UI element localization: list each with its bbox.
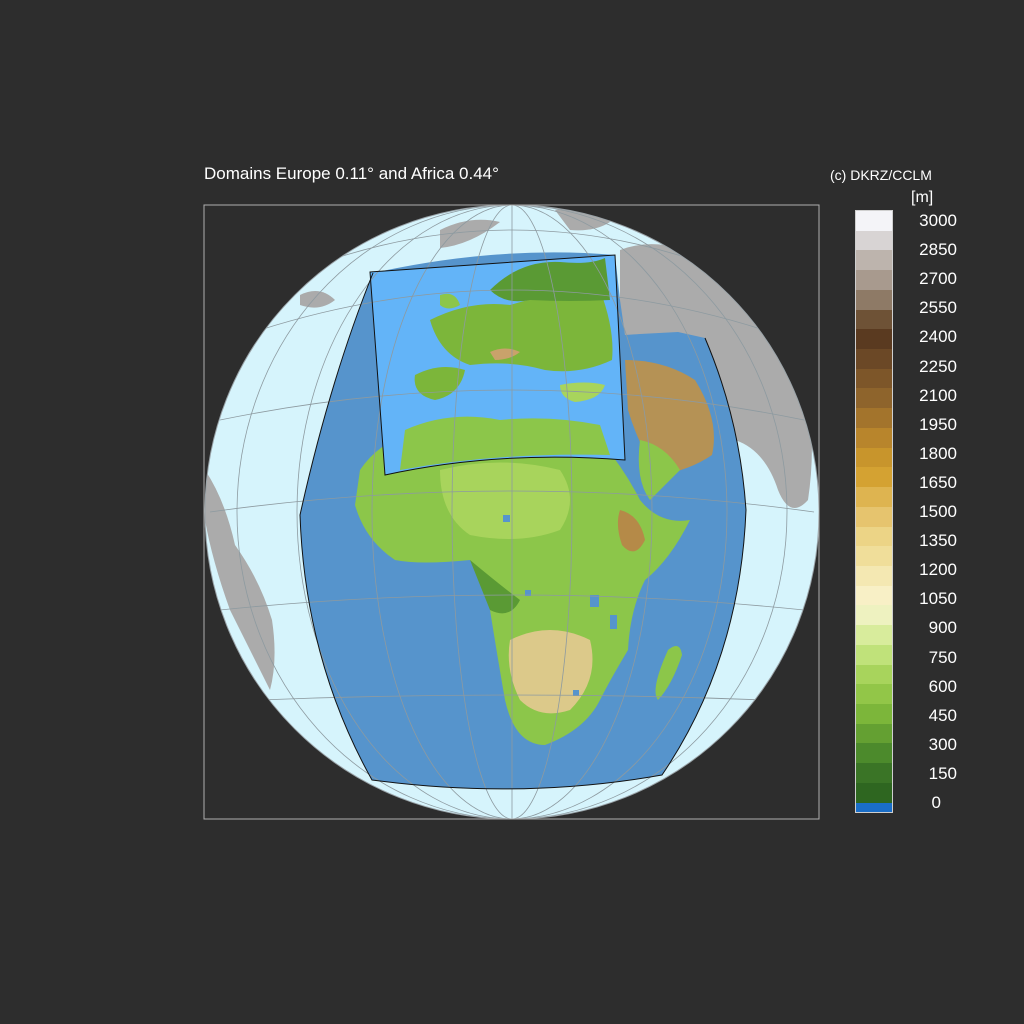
colorbar-tick-label: 1350 (919, 531, 957, 551)
colorbar-swatch (856, 368, 892, 389)
colorbar-swatch (856, 270, 892, 290)
colorbar-swatch (856, 644, 892, 665)
colorbar-swatch (856, 447, 892, 468)
europe-domain-outline (369, 254, 626, 476)
africa-domain-outline (299, 272, 747, 790)
colorbar-swatch (856, 388, 892, 409)
colorbar-swatch (856, 349, 892, 369)
colorbar-tick-label: 750 (928, 647, 957, 667)
colorbar-swatch (856, 506, 892, 527)
colorbar-swatch (856, 487, 892, 507)
map-title: Domains Europe 0.11° and Africa 0.44° (204, 164, 499, 183)
colorbar-swatch (856, 585, 892, 606)
colorbar-swatch (856, 605, 892, 626)
colorbar-tick-label: 1800 (919, 443, 957, 463)
colorbar-swatch (856, 546, 892, 566)
colorbar-tick-label: 900 (928, 618, 957, 638)
colorbar-swatch (856, 802, 892, 812)
colorbar-swatch (856, 329, 892, 350)
colorbar-tick-label: 1200 (919, 560, 957, 580)
colorbar-swatch (856, 703, 892, 724)
colorbar-tick-label: 0 (931, 793, 941, 812)
graticule (209, 205, 815, 819)
colorbar-tick-label: 2250 (919, 356, 957, 376)
colorbar-swatch (856, 211, 892, 231)
africa-land (355, 360, 714, 745)
colorbar-swatch (856, 743, 892, 764)
copyright-label: (c) DKRZ/CCLM (830, 167, 932, 183)
colorbar-swatch (856, 289, 892, 310)
colorbar-tick-label: 300 (928, 734, 957, 754)
colorbar-swatch (856, 230, 892, 251)
colorbar-tick-label: 2550 (919, 298, 957, 318)
colorbar-swatch (856, 625, 892, 645)
colorbar-tick-label: 600 (928, 676, 957, 696)
colorbar-tick-label: 1050 (919, 589, 957, 609)
colorbar-tick-label: 2100 (919, 385, 957, 405)
colorbar-tick-label: 2400 (919, 327, 957, 347)
map-frame (203, 204, 820, 820)
colorbar-tick-label: 2850 (919, 240, 957, 260)
colorbar-ticks: 3000 2850 2700 2550 2400 2250 2100 1950 1800 1650… (897, 210, 957, 813)
colorbar-swatch (856, 684, 892, 704)
colorbar-swatch (856, 250, 892, 271)
colorbar-tick-label: 3000 (919, 211, 957, 230)
colorbar-tick-label: 1950 (919, 414, 957, 434)
colorbar-swatch (856, 763, 892, 783)
colorbar-swatch (856, 664, 892, 685)
colorbar-swatch (856, 723, 892, 744)
colorbar-swatch (856, 565, 892, 586)
colorbar-tick-label: 1500 (919, 502, 957, 521)
colorbar-unit: [m] (911, 189, 934, 206)
colorbar-tick-label: 1650 (919, 472, 957, 492)
colorbar-swatch (856, 309, 892, 330)
colorbar-swatch (856, 467, 892, 488)
colorbar-tick-label: 2700 (919, 269, 957, 289)
colorbar-swatch (856, 408, 892, 428)
colorbar-tick-label: 150 (928, 763, 957, 783)
colorbar-swatch (856, 782, 892, 803)
colorbar (855, 210, 893, 813)
colorbar-swatch (856, 526, 892, 547)
colorbar-tick-label: 450 (928, 705, 957, 725)
colorbar-swatch (856, 427, 892, 448)
